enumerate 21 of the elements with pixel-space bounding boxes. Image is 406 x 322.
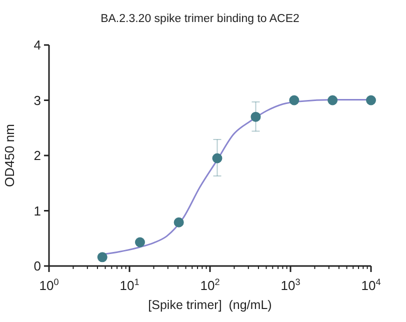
x-axis-title: [Spike trimer] (ng/mL): [148, 298, 272, 312]
point: [250, 112, 261, 122]
y-tick-label: 0: [34, 258, 41, 274]
y-tick-label: 3: [34, 92, 41, 108]
x-tick-label: 10$^{2}$: [200, 277, 220, 293]
y-axis-title: OD450 nm: [2, 124, 17, 187]
x-tick-label: 10$^{1}$: [120, 277, 140, 293]
point: [366, 95, 376, 106]
x-tick-label: 10$^{3}$: [280, 277, 300, 293]
point: [97, 252, 108, 262]
y-tick-label: 2: [34, 148, 41, 163]
point: [289, 95, 300, 106]
point: [212, 153, 222, 164]
x-tick-label: 10$^{0}$: [39, 277, 59, 293]
x-tick-label: 10$^{4}$: [361, 277, 381, 293]
chart-title: BA.2.3.20 spike trimer binding to ACE2: [100, 13, 300, 25]
point: [134, 237, 145, 248]
point: [328, 95, 338, 106]
y-tick-label: 1: [34, 203, 41, 218]
y-tick-label: 4: [34, 38, 41, 52]
point: [174, 217, 184, 228]
